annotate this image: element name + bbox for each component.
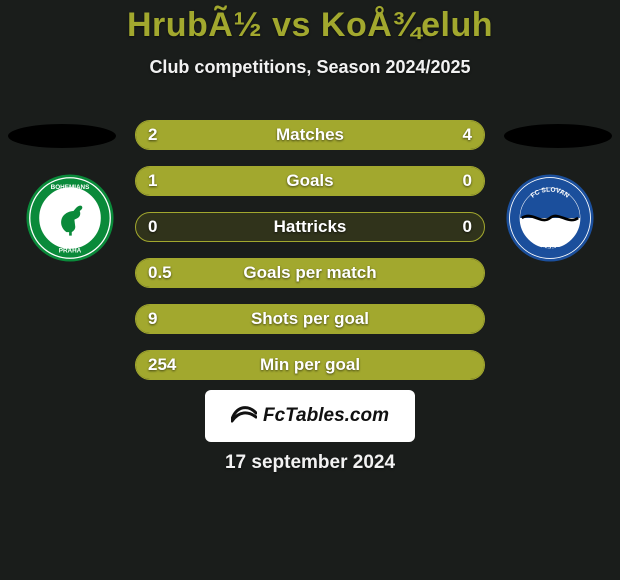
footer-badge: FcTables.com	[205, 390, 415, 442]
stat-label: Goals	[136, 171, 484, 191]
fctables-logo-icon	[231, 403, 257, 429]
stat-bar: 9Shots per goal	[135, 304, 485, 334]
stat-bar: 24Matches	[135, 120, 485, 150]
subtitle: Club competitions, Season 2024/2025	[0, 57, 620, 78]
footer-badge-text: FcTables.com	[263, 405, 389, 427]
stat-label: Goals per match	[136, 263, 484, 283]
stat-bar: 0.5Goals per match	[135, 258, 485, 288]
bars-container: 24Matches 10Goals 00Hattricks 0.5Goals per …	[0, 120, 620, 396]
stat-label: Shots per goal	[136, 309, 484, 329]
stat-bar: 254Min per goal	[135, 350, 485, 380]
page-title: HrubÃ½ vs KoÅ¾eluh	[0, 0, 620, 45]
comparison-infographic: HrubÃ½ vs KoÅ¾eluh Club competitions, Se…	[0, 0, 620, 580]
footer-date: 17 september 2024	[0, 452, 620, 474]
stat-bar: 00Hattricks	[135, 212, 485, 242]
stat-label: Min per goal	[136, 355, 484, 375]
stat-label: Matches	[136, 125, 484, 145]
stat-label: Hattricks	[136, 217, 484, 237]
stat-bar: 10Goals	[135, 166, 485, 196]
